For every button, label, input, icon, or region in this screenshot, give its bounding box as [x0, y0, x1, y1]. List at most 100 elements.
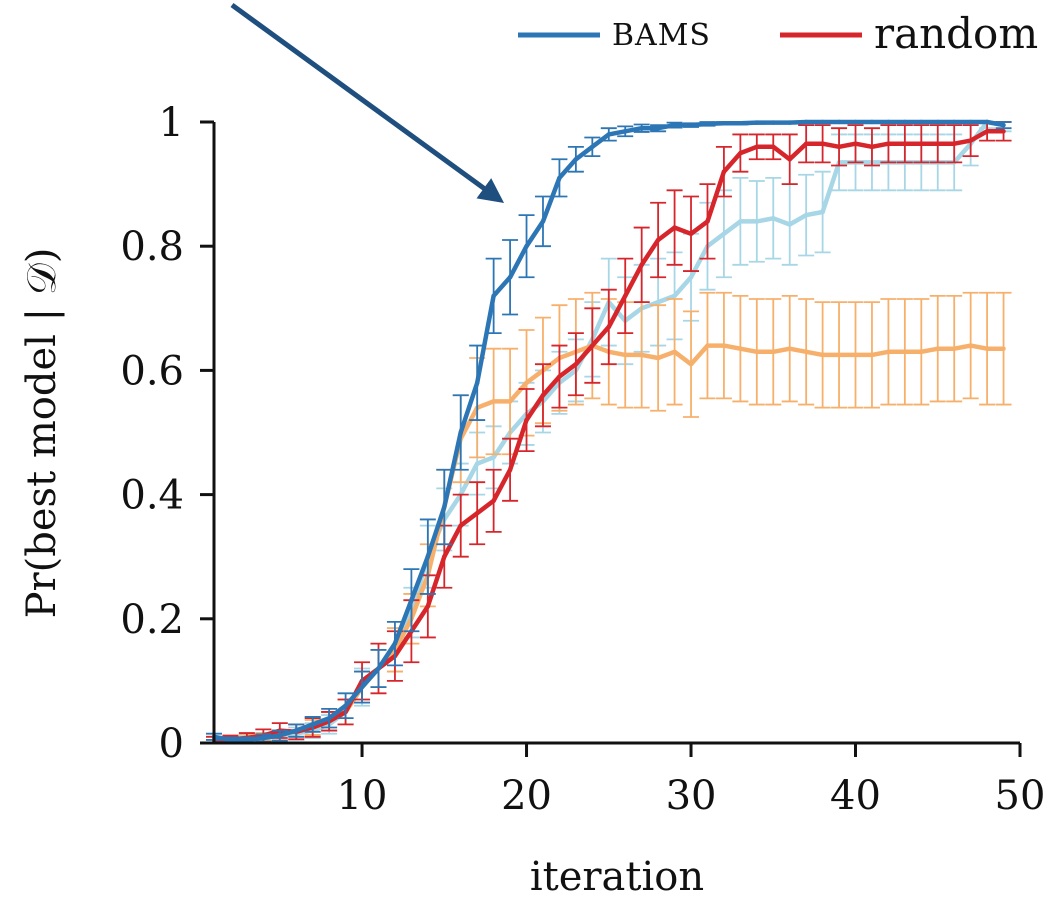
data-point — [984, 346, 990, 351]
data-point — [902, 119, 908, 125]
data-point — [277, 733, 282, 738]
data-point — [392, 641, 398, 646]
data-point — [705, 121, 710, 127]
data-point — [869, 144, 875, 150]
data-point — [244, 737, 250, 743]
data-point — [524, 417, 529, 423]
data-point — [935, 119, 940, 125]
data-point — [343, 703, 348, 708]
data-point — [721, 169, 727, 174]
data-point — [803, 212, 809, 218]
data-point — [442, 554, 447, 559]
y-axis-label: Pr(best model | 𝒟) — [19, 248, 65, 619]
data-point — [557, 175, 562, 181]
data-point — [540, 219, 546, 224]
data-point — [984, 119, 990, 125]
data-point — [639, 262, 644, 268]
x-tick-label: 40 — [830, 773, 881, 819]
x-axis-label: iteration — [530, 854, 704, 899]
data-point — [853, 352, 858, 358]
y-tick-label: 0.8 — [120, 224, 184, 270]
data-point — [968, 138, 973, 143]
data-point — [491, 293, 496, 299]
data-point — [507, 275, 513, 280]
data-point — [919, 141, 924, 146]
data-point — [623, 129, 628, 134]
data-point — [771, 144, 776, 150]
data-point — [968, 119, 973, 125]
data-point — [820, 209, 825, 215]
data-point — [474, 511, 480, 516]
data-point — [688, 361, 694, 367]
data-point — [557, 374, 562, 379]
data-point — [820, 141, 825, 146]
data-point — [228, 737, 233, 743]
data-point — [803, 349, 809, 354]
tick-layer: 10 20 30 40 50 0 0.2 0.4 0.6 0.8 1 — [120, 100, 1045, 819]
data-point — [540, 393, 546, 398]
data-point — [507, 399, 513, 404]
data-point — [771, 349, 776, 354]
data-point — [655, 237, 661, 243]
data-point — [310, 722, 315, 727]
x-tick-label: 20 — [501, 773, 552, 819]
data-point — [836, 119, 842, 125]
data-point — [820, 119, 825, 125]
data-point — [294, 728, 299, 733]
data-point — [919, 119, 924, 125]
data-point — [738, 219, 743, 224]
data-point — [836, 144, 842, 150]
data-point — [919, 349, 924, 354]
data-point — [984, 129, 990, 134]
data-point — [935, 141, 940, 146]
data-point — [491, 498, 496, 504]
data-point — [458, 430, 463, 435]
data-point — [491, 455, 496, 460]
data-point — [474, 461, 480, 466]
data-point — [590, 144, 595, 150]
series-3 — [206, 119, 1012, 744]
data-point — [820, 352, 825, 358]
y-tick-label: 0.2 — [120, 597, 184, 643]
data-point — [1001, 346, 1006, 351]
data-point — [803, 119, 809, 125]
data-point — [573, 157, 579, 162]
data-point — [754, 120, 760, 125]
data-point — [754, 144, 760, 150]
data-point — [425, 554, 431, 559]
data-point — [902, 141, 908, 146]
data-point — [655, 355, 661, 361]
series-1 — [206, 121, 1012, 744]
x-tick-label: 10 — [337, 773, 388, 819]
data-point — [771, 120, 776, 125]
data-point — [886, 349, 891, 354]
data-point — [952, 346, 957, 351]
data-point — [853, 119, 858, 125]
data-point — [672, 225, 677, 230]
y-tick-label: 0.6 — [120, 348, 184, 394]
data-point — [721, 343, 727, 348]
data-point — [787, 346, 792, 351]
data-point — [672, 293, 677, 299]
data-point — [623, 352, 628, 358]
data-point — [754, 349, 760, 354]
data-point — [474, 380, 480, 386]
data-point — [787, 222, 792, 227]
data-point — [672, 349, 677, 354]
axes — [212, 122, 1020, 745]
data-point — [836, 352, 842, 358]
data-point — [409, 597, 414, 603]
data-point — [672, 122, 677, 128]
series-line — [213, 119, 1005, 743]
data-point — [655, 299, 661, 305]
data-point — [507, 467, 513, 472]
data-point — [1001, 122, 1006, 128]
data-point — [705, 219, 710, 224]
data-point — [721, 121, 727, 126]
data-point — [803, 141, 809, 146]
data-point — [952, 141, 957, 146]
data-point — [853, 141, 858, 146]
data-point — [688, 122, 694, 128]
data-point — [606, 132, 611, 137]
legend: BAMS random — [518, 9, 1038, 58]
